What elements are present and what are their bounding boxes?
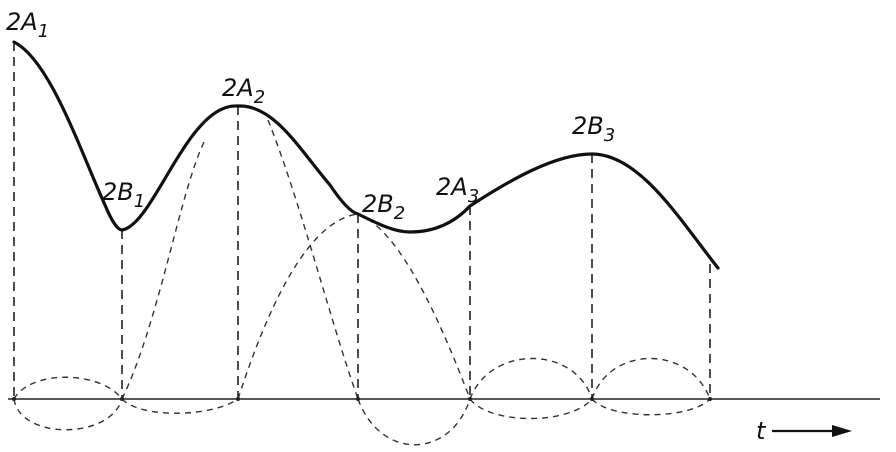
envelope-curve (12, 40, 720, 270)
component-curve-b3-upper (591, 357, 711, 400)
axis-tick (236, 397, 240, 401)
axis-tick (590, 397, 594, 401)
label-2a2: 2A2 (222, 74, 265, 108)
axis-ticks (12, 397, 712, 401)
component-curve-b2-fall (357, 213, 471, 400)
component-curve-a1-lower (13, 398, 123, 431)
label-2a3: 2A3 (436, 173, 479, 207)
component-curves (13, 119, 711, 446)
component-curve-b3-lower (591, 398, 711, 416)
axis-tick (468, 397, 472, 401)
component-curve-b2-rise (237, 213, 359, 400)
axis-tick (356, 397, 360, 401)
component-curve-b2-lower (357, 398, 471, 446)
component-curve-a3-upper (469, 357, 593, 400)
drop-lines (13, 42, 711, 399)
component-curve-b1-rise (121, 139, 206, 400)
label-2b2: 2B2 (362, 190, 405, 224)
axis-tick (120, 397, 124, 401)
component-curve-a2-fall (267, 119, 359, 400)
axis-tick (12, 397, 16, 401)
time-label: t (756, 417, 767, 445)
label-2b3: 2B3 (572, 112, 615, 146)
axis-tick (708, 397, 712, 401)
component-curve-b1-lower (121, 398, 239, 414)
long-right-arrow-icon (772, 425, 852, 437)
label-2a1: 2A1 (6, 8, 49, 42)
component-curve-a3-lower (469, 398, 593, 420)
label-2b1: 2B1 (102, 178, 145, 212)
component-curve-a1-upper (13, 376, 123, 400)
point-labels: 2A1 2B1 2A2 2B2 2A3 2B3 (6, 8, 615, 224)
